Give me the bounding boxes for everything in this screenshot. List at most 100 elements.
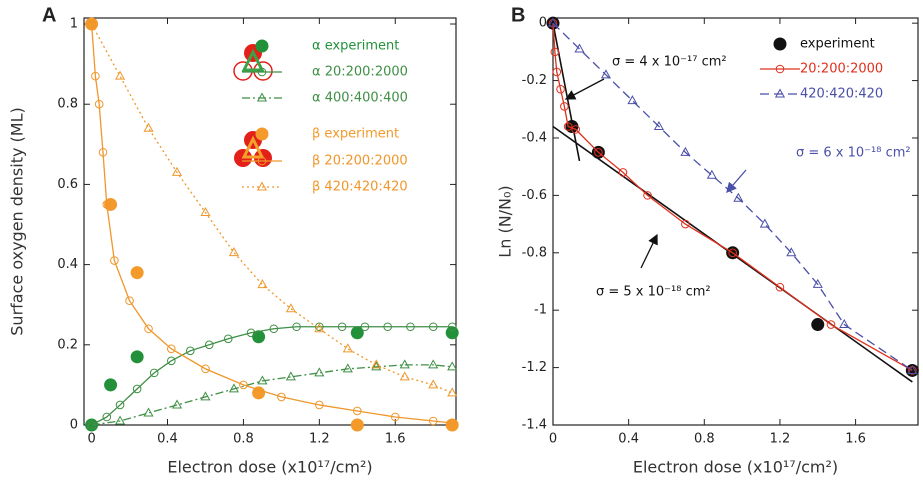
point bbox=[91, 71, 100, 81]
point bbox=[556, 84, 565, 94]
series-line bbox=[91, 326, 453, 426]
point bbox=[350, 326, 364, 340]
point bbox=[86, 18, 97, 28]
point bbox=[428, 359, 439, 369]
point bbox=[342, 343, 353, 353]
point bbox=[653, 120, 664, 130]
legend-symbol bbox=[257, 67, 267, 77]
x-tick-label: 1.6 bbox=[385, 432, 406, 447]
point bbox=[826, 320, 836, 329]
plot-frame bbox=[552, 17, 919, 426]
point bbox=[104, 378, 118, 392]
point bbox=[390, 412, 400, 422]
point bbox=[552, 67, 562, 77]
point bbox=[445, 326, 459, 340]
point bbox=[360, 322, 370, 332]
point bbox=[115, 415, 126, 425]
point bbox=[571, 125, 580, 134]
point bbox=[143, 407, 154, 417]
point bbox=[681, 219, 690, 229]
x-tick-label: 0.4 bbox=[618, 432, 639, 447]
point bbox=[257, 375, 268, 385]
point bbox=[285, 303, 296, 313]
annotation: σ = 6 x 10⁻¹⁸ cm² bbox=[796, 146, 911, 161]
point bbox=[200, 206, 211, 216]
y-tick-label: -1.2 bbox=[522, 360, 547, 375]
point bbox=[201, 364, 210, 374]
point bbox=[371, 361, 382, 371]
point bbox=[144, 324, 153, 334]
legend-symbol bbox=[775, 64, 785, 74]
point bbox=[277, 392, 286, 402]
point bbox=[428, 379, 439, 389]
legend-label: β 420:420:420 bbox=[312, 180, 408, 195]
point bbox=[167, 344, 176, 354]
point bbox=[102, 412, 112, 422]
legend-label: experiment bbox=[800, 37, 875, 52]
legend-symbol bbox=[774, 88, 786, 98]
point bbox=[560, 102, 569, 111]
point bbox=[399, 371, 410, 381]
point bbox=[353, 406, 362, 416]
x-tick-label: 1.2 bbox=[309, 432, 330, 447]
point bbox=[811, 318, 825, 332]
point bbox=[594, 148, 603, 157]
plot-frame bbox=[83, 17, 457, 426]
y-tick-label: -0.4 bbox=[522, 130, 547, 145]
y-axis-label: Ln (N/N₀) bbox=[496, 185, 515, 257]
legend-symbol bbox=[256, 92, 268, 102]
legend-label: α 20:200:2000 bbox=[312, 65, 408, 80]
point bbox=[143, 122, 154, 132]
point bbox=[239, 380, 248, 390]
point bbox=[550, 47, 560, 57]
point bbox=[447, 387, 458, 397]
point bbox=[110, 256, 119, 265]
point bbox=[185, 346, 195, 356]
legend-symbol bbox=[773, 37, 787, 51]
legend-label: 420:420:420 bbox=[800, 87, 883, 102]
point bbox=[314, 367, 325, 377]
point bbox=[574, 43, 585, 53]
point bbox=[223, 334, 233, 344]
point bbox=[680, 146, 691, 156]
legend-symbol bbox=[255, 127, 269, 141]
point bbox=[350, 418, 364, 432]
point bbox=[447, 418, 457, 428]
point bbox=[428, 416, 438, 426]
x-tick-label: 0.8 bbox=[233, 432, 254, 447]
x-tick-label: 0.4 bbox=[157, 432, 178, 447]
point bbox=[907, 364, 918, 374]
point bbox=[130, 266, 144, 280]
y-axis-label: Surface oxygen density (ML) bbox=[8, 107, 27, 335]
point bbox=[786, 247, 797, 257]
y-tick-label: 0.8 bbox=[57, 97, 78, 112]
point bbox=[269, 324, 279, 334]
x-tick-label: 0 bbox=[87, 432, 95, 447]
point bbox=[292, 322, 301, 332]
legend-label: β experiment bbox=[312, 127, 399, 142]
y-tick-label: -0.6 bbox=[522, 188, 547, 203]
point bbox=[132, 384, 142, 394]
legend-label: 20:200:2000 bbox=[800, 62, 883, 77]
point bbox=[839, 319, 850, 329]
y-tick-label: 1 bbox=[70, 17, 78, 32]
y-tick-label: -1.4 bbox=[522, 418, 547, 433]
point bbox=[228, 247, 239, 257]
point bbox=[406, 322, 415, 332]
point bbox=[399, 359, 410, 369]
point bbox=[102, 200, 112, 209]
series-line bbox=[552, 23, 913, 372]
annotation: σ = 5 x 10⁻¹⁸ cm² bbox=[596, 285, 711, 300]
y-tick-label: -0.8 bbox=[522, 245, 547, 260]
point bbox=[315, 400, 324, 410]
point bbox=[342, 363, 353, 373]
point bbox=[86, 419, 97, 429]
legend-symbol bbox=[255, 39, 269, 53]
y-tick-label: -0.2 bbox=[522, 73, 547, 88]
point bbox=[115, 400, 125, 410]
y-tick-label: -1 bbox=[534, 303, 547, 318]
point bbox=[200, 391, 211, 401]
y-tick-label: 0.4 bbox=[57, 257, 78, 272]
y-tick-label: 0.2 bbox=[57, 337, 78, 352]
point bbox=[337, 322, 347, 332]
